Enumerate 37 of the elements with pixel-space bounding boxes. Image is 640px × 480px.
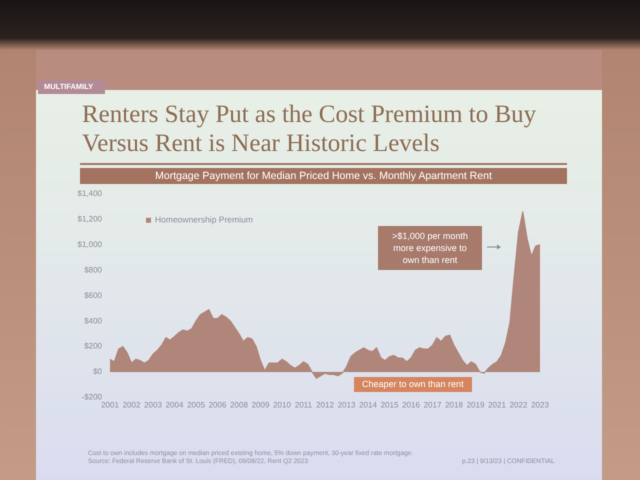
chart-subtitle: Mortgage Payment for Median Priced Home vs. Monthly Apartment Rent (80, 168, 567, 184)
y-tick-label: $0 (93, 367, 103, 376)
x-tick-label: 2011 (294, 400, 313, 410)
x-tick-label: 2002 (122, 400, 141, 410)
y-tick-label: $800 (84, 265, 103, 274)
y-tick-label: $400 (84, 316, 103, 326)
x-tick-label: 2017 (424, 400, 442, 410)
x-tick-label: 2008 (230, 400, 248, 410)
y-tick-label: $600 (84, 290, 103, 300)
annotation: >$1,000 per month more expensive to own than rent (391, 230, 469, 266)
callout-box: >$1,000 per month more expensive to own than rent (378, 226, 482, 270)
x-tick-label: 2023 (531, 400, 550, 410)
x-tick-label: 2009 (252, 400, 270, 410)
x-tick-label: 2003 (144, 400, 162, 410)
y-tick-label: -$200 (82, 392, 103, 402)
x-tick-label: 2005 (187, 400, 206, 410)
x-tick-label: 2012 (316, 400, 334, 410)
x-tick-label: 2015 (380, 400, 399, 410)
x-tick-label: 2022 (510, 400, 528, 410)
y-tick-label: $200 (84, 342, 103, 351)
x-tick-label: 2014 (359, 400, 378, 410)
x-tick-label: 2006 (208, 400, 227, 410)
y-tick-label: $1,000 (78, 240, 103, 249)
x-tick-label: 2018 (445, 400, 464, 410)
x-tick-label: 2021 (488, 400, 506, 410)
x-tick-label: 2013 (338, 400, 356, 410)
x-tick-label: 2001 (101, 400, 120, 410)
legend-label: Homeownership Premium (155, 214, 253, 225)
x-tick-label: 2004 (166, 400, 184, 410)
chart-title: Renters Stay Put as the Cost Premium to Buy Versus Rent is Near Historic Levels (82, 100, 538, 158)
x-tick-label: 2019 (466, 400, 485, 410)
annotation: Cheaper to own than rent (362, 379, 464, 390)
callout-box: Cheaper to own than rent (354, 377, 472, 392)
x-tick-label: 2010 (273, 400, 292, 410)
y-tick-label: $1,400 (78, 189, 103, 198)
x-tick-label: 2016 (402, 400, 420, 410)
y-tick-label: $1,200 (78, 214, 103, 224)
